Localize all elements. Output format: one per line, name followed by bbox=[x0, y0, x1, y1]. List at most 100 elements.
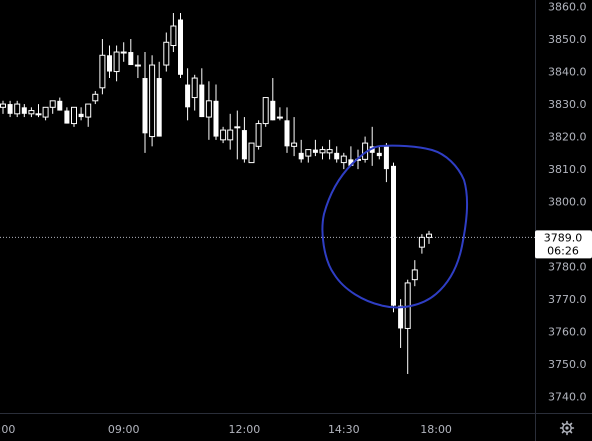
last-price-value: 3789.0 bbox=[544, 231, 583, 244]
candle-body-up bbox=[255, 123, 262, 147]
candle-body-up bbox=[14, 103, 21, 115]
time-axis[interactable]: 6:00 09:00 12:00 14:30 18:00 bbox=[0, 423, 452, 436]
candle-body-down bbox=[21, 107, 27, 114]
time-tick-label: 18:00 bbox=[420, 423, 452, 436]
candle-body-down bbox=[270, 100, 276, 121]
price-tick-label: 3780.0 bbox=[548, 261, 587, 274]
candle bbox=[185, 68, 191, 121]
candle bbox=[276, 107, 283, 121]
time-tick-label: 09:00 bbox=[108, 423, 140, 436]
price-tick-label: 3750.0 bbox=[548, 358, 587, 371]
candle-body-up bbox=[0, 103, 6, 108]
candle-body-down bbox=[78, 113, 84, 118]
candle-body-up bbox=[163, 41, 170, 66]
hand-drawn-ellipse-annotation[interactable] bbox=[321, 144, 469, 309]
candle-body-down bbox=[284, 120, 290, 147]
time-tick-label: 6:00 bbox=[0, 423, 15, 436]
candle-body-down bbox=[398, 305, 404, 329]
candle bbox=[270, 78, 276, 121]
candle-body-up bbox=[262, 97, 269, 125]
price-tick-label: 3800.0 bbox=[548, 196, 587, 209]
candle bbox=[312, 139, 318, 157]
candle bbox=[21, 104, 27, 118]
candle-body-up bbox=[35, 113, 42, 116]
candle bbox=[227, 113, 234, 150]
candle bbox=[298, 139, 304, 163]
candle bbox=[0, 100, 6, 114]
candle bbox=[149, 55, 156, 147]
candle-body-down bbox=[383, 146, 389, 170]
candle bbox=[199, 68, 205, 118]
candle bbox=[369, 126, 375, 166]
price-tick-label: 3830.0 bbox=[548, 98, 587, 111]
candle bbox=[71, 106, 77, 127]
price-tick-label: 3860.0 bbox=[548, 1, 587, 14]
candle bbox=[220, 126, 227, 144]
candle-body-up bbox=[248, 142, 255, 164]
candle bbox=[334, 146, 340, 163]
candle-body-up bbox=[170, 25, 177, 47]
candle bbox=[85, 103, 92, 127]
candle-body-up bbox=[49, 100, 56, 108]
candle-body-up bbox=[326, 149, 333, 154]
candle-body-up bbox=[92, 93, 99, 102]
price-tick-label: 3760.0 bbox=[548, 326, 587, 339]
candle-body-down bbox=[128, 52, 134, 66]
candle bbox=[255, 120, 262, 150]
candle bbox=[305, 149, 312, 163]
candle bbox=[326, 139, 333, 160]
candle-body-down bbox=[391, 165, 396, 306]
price-axis[interactable]: 3860.0 3850.0 3840.0 3830.0 3820.0 3810.0 3800… bbox=[548, 1, 587, 404]
price-tick-label: 3840.0 bbox=[548, 66, 587, 79]
candle bbox=[291, 117, 298, 157]
candle bbox=[262, 97, 269, 127]
time-tick-label: 14:30 bbox=[328, 423, 360, 436]
candle-body-up bbox=[291, 142, 298, 147]
candle bbox=[319, 146, 326, 160]
candle bbox=[205, 81, 212, 140]
candle bbox=[107, 45, 112, 79]
candle-body-down bbox=[312, 149, 318, 153]
candle-body-up bbox=[28, 110, 35, 115]
candle bbox=[376, 146, 382, 160]
gear-icon[interactable] bbox=[559, 420, 575, 436]
candle bbox=[92, 91, 99, 105]
candle bbox=[134, 55, 141, 79]
candle-body-up bbox=[113, 51, 120, 73]
candle-body-up bbox=[205, 100, 212, 118]
candle bbox=[418, 234, 425, 254]
candle-body-down bbox=[348, 159, 354, 166]
candle bbox=[170, 13, 177, 53]
candle bbox=[99, 39, 106, 95]
candle bbox=[241, 117, 247, 163]
candle-body-up bbox=[120, 51, 127, 54]
candle bbox=[248, 142, 255, 164]
time-tick-label: 12:00 bbox=[229, 423, 261, 436]
candle-body-up bbox=[276, 116, 283, 119]
candle-body-up bbox=[340, 155, 347, 164]
candle-body-up bbox=[220, 129, 227, 141]
price-tick-label: 3810.0 bbox=[548, 163, 587, 176]
last-price-badge: 3789.0 06:26 bbox=[535, 230, 592, 259]
candle-body-down bbox=[199, 84, 205, 118]
candle bbox=[7, 100, 13, 118]
candle bbox=[64, 107, 70, 124]
candle-body-up bbox=[305, 149, 312, 157]
price-tick-label: 3770.0 bbox=[548, 293, 587, 306]
candle bbox=[14, 100, 21, 118]
candle-body-up bbox=[134, 64, 141, 67]
candle-body-down bbox=[7, 104, 13, 114]
candle bbox=[411, 260, 418, 287]
candle-body-down bbox=[107, 55, 112, 72]
candle bbox=[340, 152, 347, 170]
candle-body-up bbox=[71, 106, 77, 125]
candle-body-down bbox=[298, 152, 304, 160]
candle bbox=[120, 42, 127, 62]
candle-body-down bbox=[185, 84, 191, 108]
bar-countdown: 06:26 bbox=[547, 244, 579, 257]
candle-body-down bbox=[142, 78, 148, 134]
last-price-badge-bg bbox=[535, 230, 592, 259]
candle-body-up bbox=[234, 126, 241, 129]
